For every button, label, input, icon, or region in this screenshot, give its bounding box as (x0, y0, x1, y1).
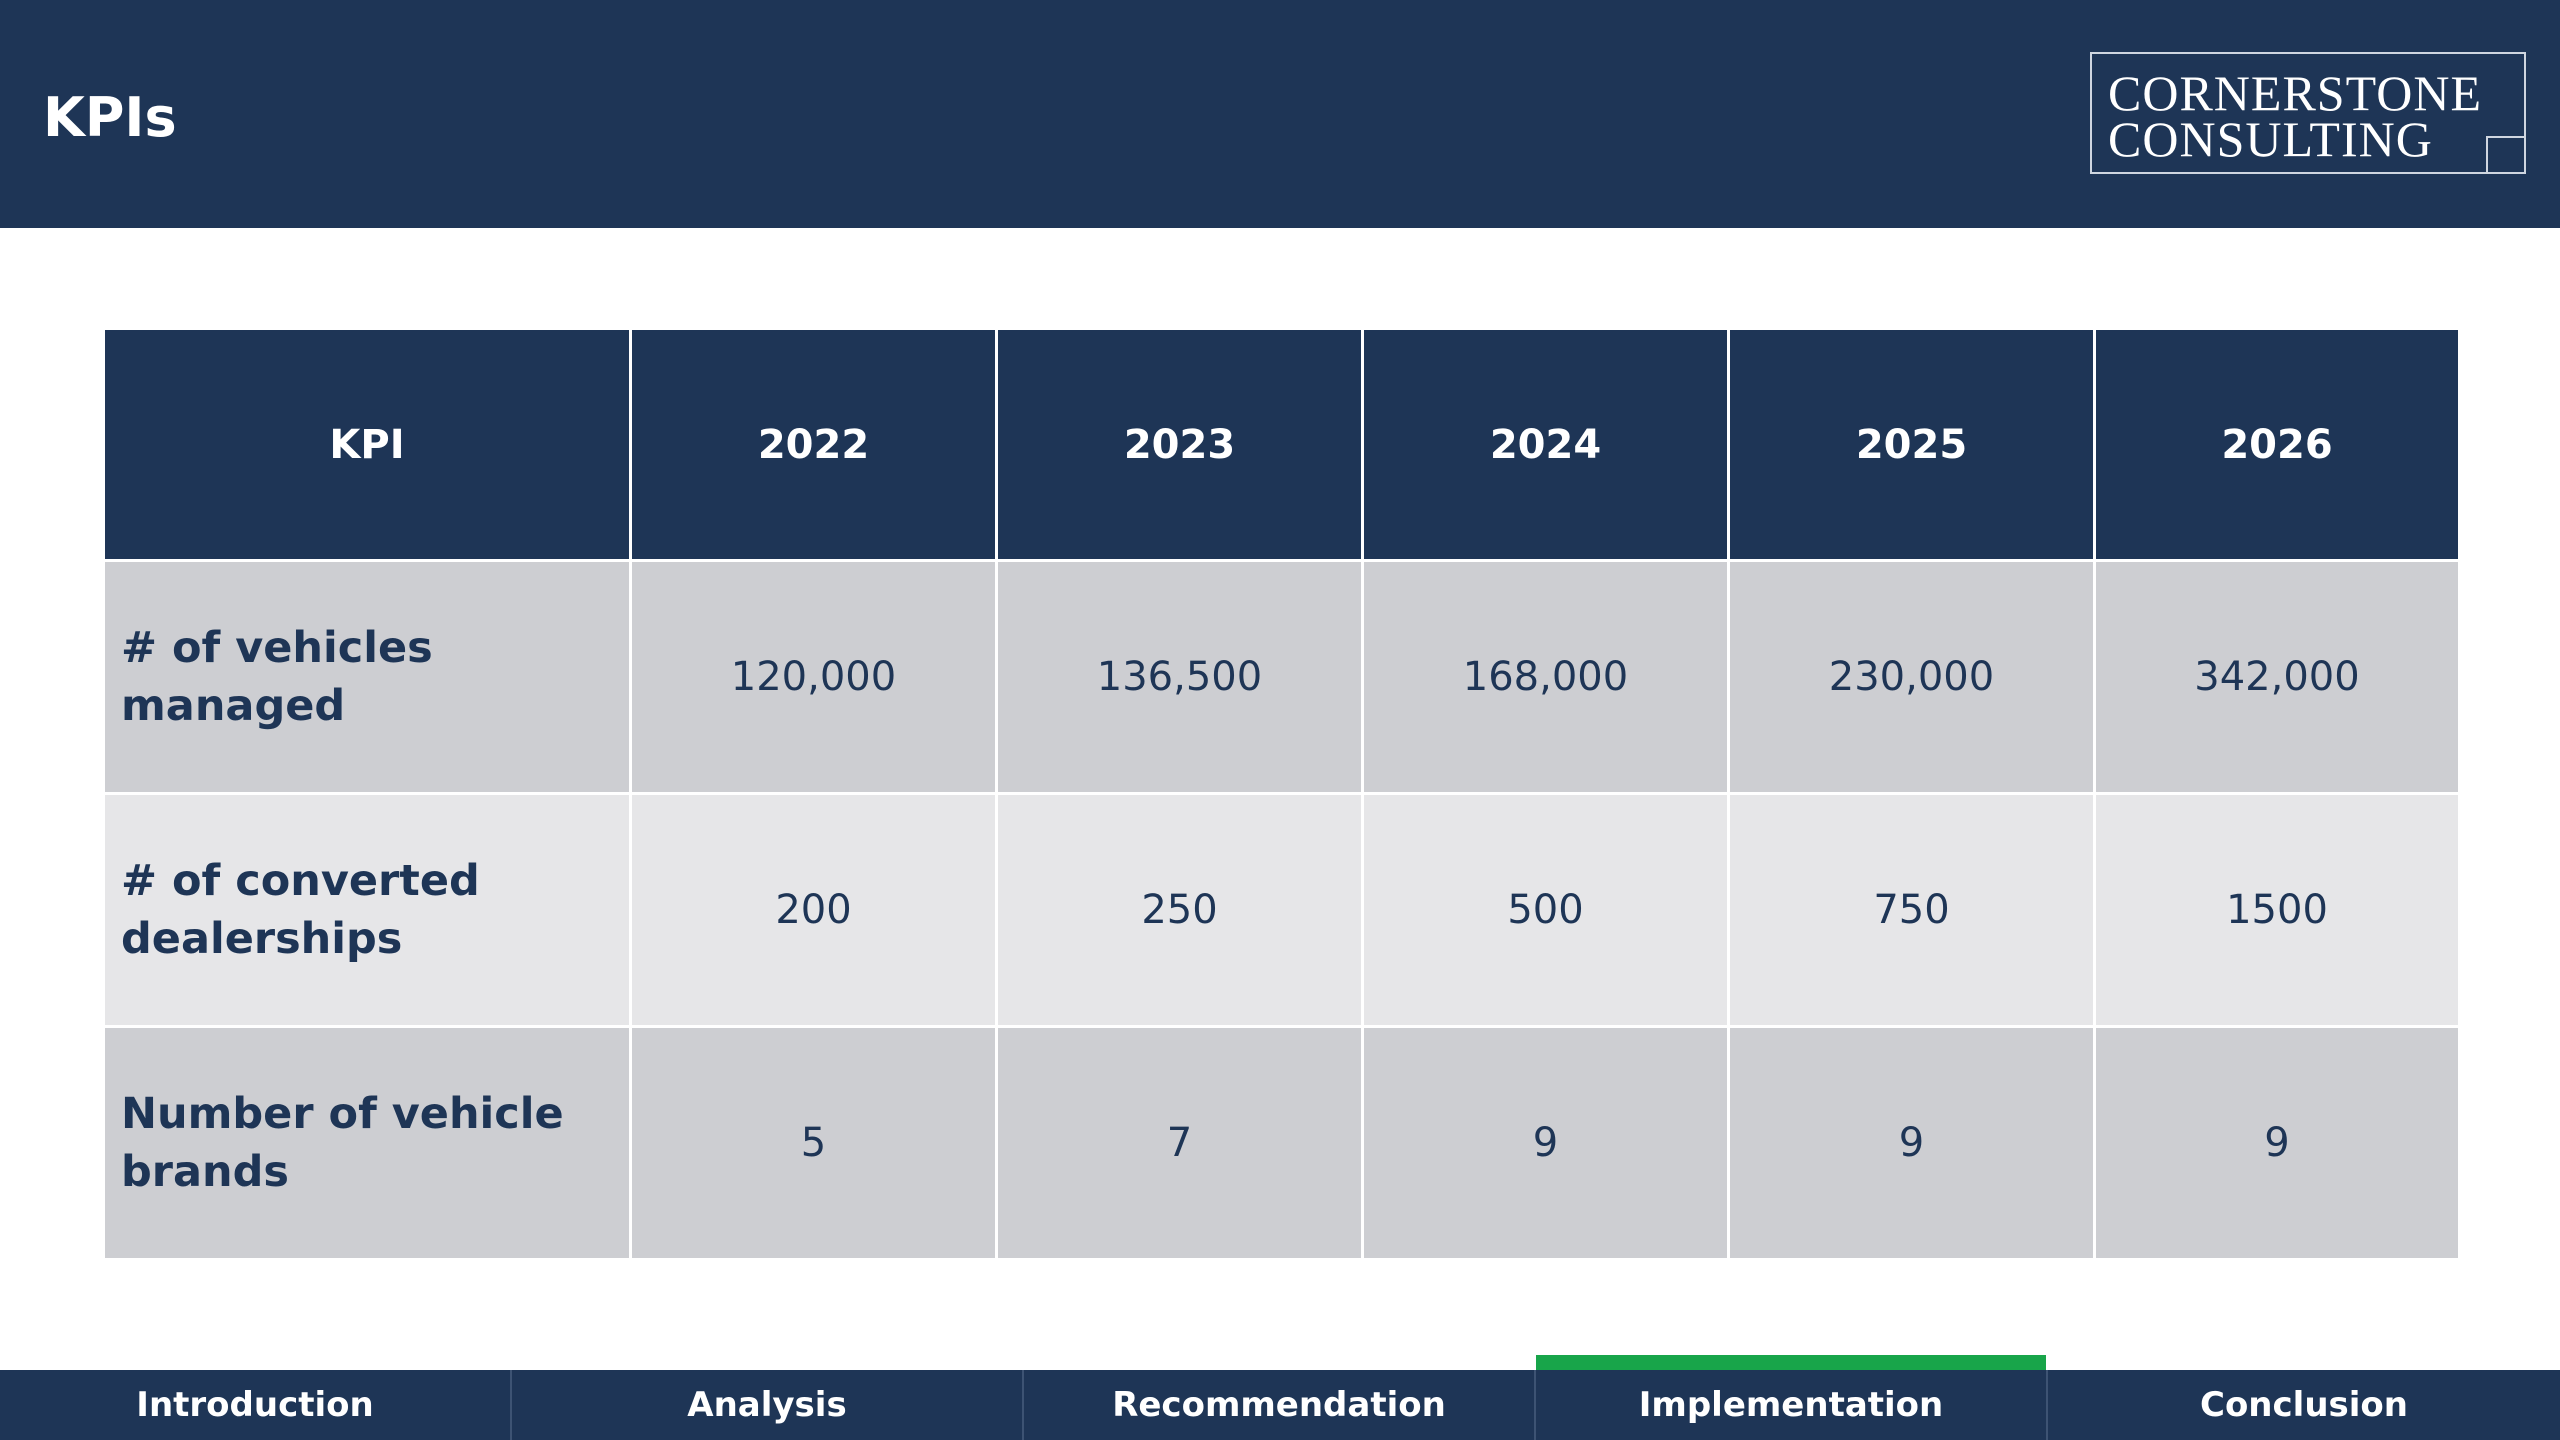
table-cell: 1500 (2093, 792, 2461, 1028)
table-cell: 136,500 (995, 559, 1364, 795)
table-cell: 230,000 (1727, 559, 2096, 795)
logo-text-line-2: CONSULTING (2108, 111, 2433, 167)
table-cell: 9 (1727, 1025, 2096, 1261)
tab-implementation[interactable]: Implementation (1536, 1355, 2048, 1440)
header-bar: KPIs CORNERSTONE CONSULTING (0, 0, 2560, 228)
table-header-row: KPI 2022 2023 2024 2025 2026 (102, 327, 2461, 562)
page-title: KPIs (43, 86, 177, 149)
table-cell: 9 (1361, 1025, 1730, 1261)
header-cell-2026: 2026 (2093, 327, 2461, 562)
table-cell: 7 (995, 1025, 1364, 1261)
table-row: # of converted dealerships 200 250 500 7… (102, 792, 2461, 1028)
row-label: # of vehicles managed (102, 559, 632, 795)
table-cell: 5 (629, 1025, 998, 1261)
tab-conclusion[interactable]: Conclusion (2200, 1385, 2408, 1425)
table-row: Number of vehicle brands 5 7 9 9 9 (102, 1025, 2461, 1261)
header-cell-2024: 2024 (1361, 327, 1730, 562)
header-cell-kpi: KPI (102, 327, 632, 562)
header-cell-2025: 2025 (1727, 327, 2096, 562)
table-cell: 120,000 (629, 559, 998, 795)
section-nav: Introduction Analysis Recommendation Imp… (0, 1355, 2560, 1440)
header-cell-2023: 2023 (995, 327, 1364, 562)
kpi-table: KPI 2022 2023 2024 2025 2026 # of vehicl… (102, 327, 2461, 1261)
table-cell: 342,000 (2093, 559, 2461, 795)
company-logo: CORNERSTONE CONSULTING (2090, 52, 2526, 174)
header-cell-2022: 2022 (629, 327, 998, 562)
tab-introduction[interactable]: Introduction (0, 1370, 512, 1440)
logo-corner-square (2486, 136, 2526, 174)
tab-analysis[interactable]: Analysis (512, 1370, 1024, 1440)
table-cell: 500 (1361, 792, 1730, 1028)
table-cell: 9 (2093, 1025, 2461, 1261)
table-cell: 750 (1727, 792, 2096, 1028)
table-row: # of vehicles managed 120,000 136,500 16… (102, 559, 2461, 795)
row-label: # of converted dealerships (102, 792, 632, 1028)
table-cell: 168,000 (1361, 559, 1730, 795)
tab-recommendation[interactable]: Recommendation (1024, 1370, 1536, 1440)
row-label: Number of vehicle brands (102, 1025, 632, 1261)
logo-text-line-1: CORNERSTONE (2108, 65, 2483, 121)
table-cell: 200 (629, 792, 998, 1028)
table-cell: 250 (995, 792, 1364, 1028)
